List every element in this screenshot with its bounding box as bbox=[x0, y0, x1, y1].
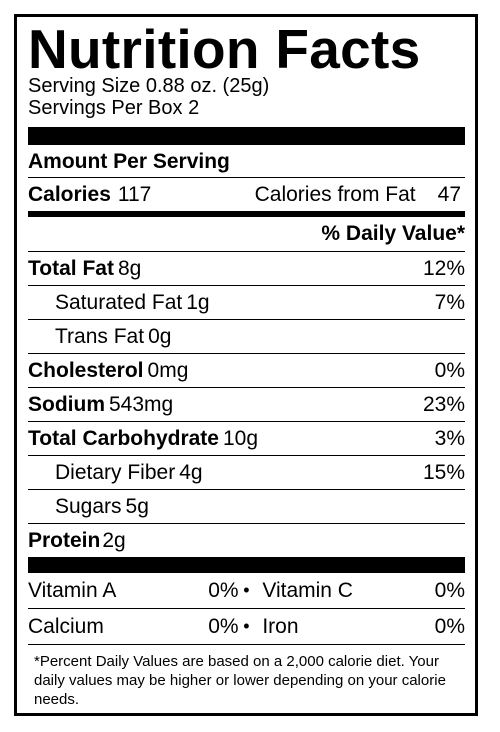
nutrient-name: Sugars bbox=[55, 494, 122, 518]
vitamin-name: Vitamin A bbox=[28, 578, 117, 602]
daily-value-header: % Daily Value* bbox=[321, 222, 465, 245]
vitamin-name: Calcium bbox=[28, 614, 104, 638]
nutrient-row-trans-fat: Trans Fat 0g bbox=[28, 319, 465, 353]
nutrient-amount: 0g bbox=[148, 324, 172, 348]
vitamin-row-2: Calcium 0% • Iron 0% bbox=[28, 608, 465, 644]
nutrient-name: Protein bbox=[28, 528, 101, 552]
vitamin-name: Vitamin C bbox=[262, 578, 353, 602]
nutrient-row-sodium: Sodium 543mg 23% bbox=[28, 387, 465, 421]
footnote: *Percent Daily Values are based on a 2,0… bbox=[28, 644, 465, 709]
vitamin-dv: 0% bbox=[208, 578, 239, 602]
nutrient-amount: 0mg bbox=[147, 358, 189, 382]
nutrient-row-total-fat: Total Fat 8g 12% bbox=[28, 251, 465, 285]
nutrient-name: Trans Fat bbox=[55, 324, 145, 348]
nutrient-amount: 10g bbox=[222, 426, 259, 450]
calories-value: 117 bbox=[117, 182, 152, 206]
calories-from-fat-label: Calories from Fat bbox=[254, 182, 416, 206]
nutrient-row-total-carbohydrate: Total Carbohydrate 10g 3% bbox=[28, 421, 465, 455]
medium-divider bbox=[28, 211, 465, 217]
nutrient-name: Sodium bbox=[28, 392, 105, 416]
vitamin-row-1: Vitamin A 0% • Vitamin C 0% bbox=[28, 573, 465, 608]
nutrient-dv: 23% bbox=[422, 392, 465, 416]
nutrient-dv: 3% bbox=[434, 426, 465, 450]
nutrient-dv: 15% bbox=[422, 460, 465, 484]
nutrient-dv: 0% bbox=[434, 358, 465, 382]
nutrient-name: Cholesterol bbox=[28, 358, 144, 382]
thick-divider bbox=[28, 127, 465, 145]
nutrition-label: Nutrition Facts Serving Size 0.88 oz. (2… bbox=[14, 14, 478, 716]
vitamin-cell: Calcium 0% bbox=[28, 615, 239, 639]
bullet-separator: • bbox=[243, 580, 250, 600]
nutrient-name: Total Carbohydrate bbox=[28, 426, 219, 450]
calories-label: Calories bbox=[28, 182, 111, 206]
nutrient-dv: 7% bbox=[434, 290, 465, 314]
vitamin-dv: 0% bbox=[434, 614, 465, 638]
nutrient-amount: 543mg bbox=[109, 392, 174, 416]
serving-size: Serving Size 0.88 oz. (25g) bbox=[28, 75, 270, 97]
vitamin-cell: Iron 0% bbox=[262, 615, 465, 639]
vitamin-dv: 0% bbox=[208, 614, 239, 638]
nutrient-name: Total Fat bbox=[28, 256, 114, 280]
nutrient-name: Dietary Fiber bbox=[55, 460, 176, 484]
nutrient-row-saturated-fat: Saturated Fat 1g 7% bbox=[28, 285, 465, 319]
nutrient-amount: 8g bbox=[117, 256, 142, 280]
vitamin-cell: Vitamin A 0% bbox=[28, 579, 239, 603]
nutrient-amount: 4g bbox=[179, 460, 203, 484]
calories-row: Calories 117 Calories from Fat 47 bbox=[28, 177, 465, 211]
nutrient-amount: 2g bbox=[102, 528, 126, 552]
nutrient-row-protein: Protein 2g bbox=[28, 523, 465, 557]
heavy-divider bbox=[28, 557, 465, 573]
calories-from-fat-value: 47 bbox=[437, 182, 461, 206]
nutrient-dv: 12% bbox=[422, 256, 465, 280]
nutrient-row-cholesterol: Cholesterol 0mg 0% bbox=[28, 353, 465, 387]
nutrient-row-dietary-fiber: Dietary Fiber 4g 15% bbox=[28, 455, 465, 489]
nutrient-amount: 1g bbox=[186, 290, 210, 314]
nutrient-row-sugars: Sugars 5g bbox=[28, 489, 465, 523]
vitamin-dv: 0% bbox=[434, 578, 465, 602]
vitamin-name: Iron bbox=[262, 614, 299, 638]
label-title: Nutrition Facts bbox=[28, 18, 421, 80]
nutrient-name: Saturated Fat bbox=[55, 290, 183, 314]
amount-per-serving: Amount Per Serving bbox=[28, 149, 230, 173]
bullet-separator: • bbox=[243, 616, 250, 636]
nutrient-amount: 5g bbox=[125, 494, 149, 518]
vitamin-cell: Vitamin C 0% bbox=[262, 579, 465, 603]
servings-per-container: Servings Per Box 2 bbox=[28, 97, 200, 119]
